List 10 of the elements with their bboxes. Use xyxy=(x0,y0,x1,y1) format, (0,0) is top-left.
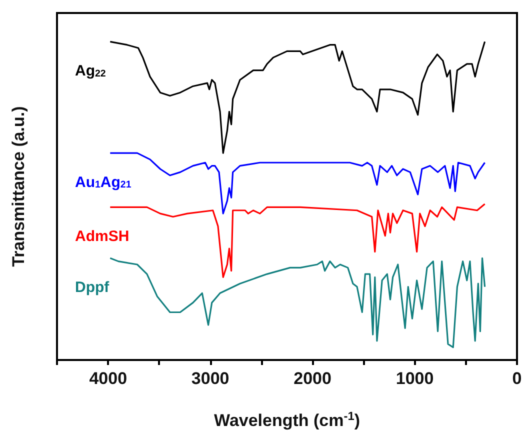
x-tick-label: 1000 xyxy=(396,369,434,388)
x-tick-label: 2000 xyxy=(294,369,332,388)
x-tick-label: 3000 xyxy=(191,369,230,388)
series-label: Dppf xyxy=(75,279,110,296)
series-label: AdmSH xyxy=(75,228,130,246)
y-axis-title: Transmittance (a.u.) xyxy=(9,106,28,267)
series-label: Au1Ag21 xyxy=(75,174,132,192)
x-tick-label: 4000 xyxy=(89,369,128,388)
x-tick-label: 0 xyxy=(512,369,522,388)
series-label: Ag22 xyxy=(75,62,106,80)
